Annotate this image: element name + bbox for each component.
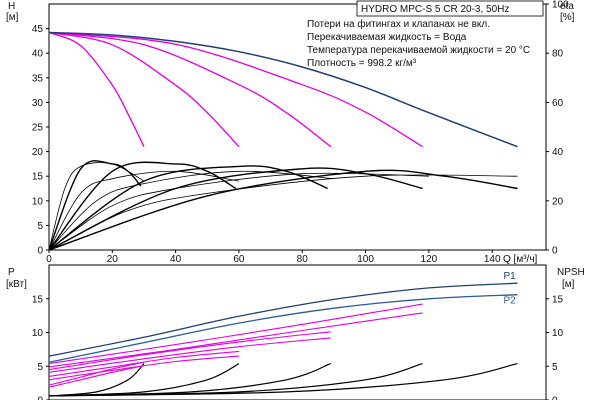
eta-tick-label: 40 <box>552 147 564 158</box>
eta-tick-label: 100 <box>552 0 569 11</box>
npsh-curve <box>48 363 331 397</box>
efficiency-curve <box>48 161 237 251</box>
npsh-tick-label: 10 <box>552 328 564 339</box>
x-tick-label: 40 <box>170 254 182 265</box>
x-tick-label: 140 <box>484 254 501 265</box>
head-tick-label: 45 <box>32 24 44 35</box>
power-curve-reduced <box>48 365 145 388</box>
eta-axis-title: eta <box>560 1 574 12</box>
head-curve-reduced <box>48 31 145 147</box>
series-labels: P1 P2 <box>504 271 517 306</box>
power-axis-unit: [кВт] <box>6 279 27 290</box>
head-axis-unit: [м] <box>6 12 19 23</box>
head-curve-max <box>48 31 518 148</box>
x-tick-label: 100 <box>357 254 374 265</box>
npsh-curve <box>48 363 145 397</box>
head-tick-label: 40 <box>32 49 44 60</box>
head-tick-label: 10 <box>32 196 44 207</box>
power-axis-title: P <box>8 267 15 278</box>
efficiency-curve <box>48 160 142 251</box>
efficiency-curve <box>48 170 239 251</box>
note-density: Плотность = 998.2 кг/м³ <box>307 58 417 69</box>
series-label-p1: P1 <box>504 271 517 282</box>
eta-tick-label: 60 <box>552 98 564 109</box>
note-temperature: Температура перекачиваемой жидкости = 20… <box>307 45 530 56</box>
power-curve-p2 <box>48 294 518 363</box>
power-curve-p1 <box>48 282 518 357</box>
efficiency-curve <box>48 172 429 251</box>
x-tick-label: 60 <box>233 254 245 265</box>
x-tick-label: 20 <box>107 254 119 265</box>
power-curve-reduced <box>48 331 331 371</box>
efficiency-curve <box>48 170 334 251</box>
head-tick-label: 5 <box>37 221 43 232</box>
head-tick-label: 15 <box>32 172 44 183</box>
power-curve-reduced <box>48 337 331 373</box>
head-tick-label: 0 <box>37 246 43 257</box>
eta-tick-label: 20 <box>552 196 564 207</box>
head-axis-title: H <box>8 1 15 12</box>
head-tick-label: 30 <box>32 98 44 109</box>
npsh-tick-label: 0 <box>552 396 558 400</box>
power-curve-reduced <box>48 312 423 368</box>
head-curve-reduced <box>48 31 332 148</box>
head-tick-label: 35 <box>32 73 44 84</box>
efficiency-curve <box>48 165 328 251</box>
head-curve-reduced <box>48 31 240 148</box>
power-tick-label: 5 <box>37 362 43 373</box>
eta-tick-label: 80 <box>552 49 564 60</box>
note-liquid: Перекачиваемая жидкость = Вода <box>307 32 467 43</box>
flow-axis-title: Q [м³/ч] <box>503 254 538 265</box>
npsh-tick-label: 15 <box>552 294 564 305</box>
power-curve-reduced <box>48 355 239 381</box>
x-tick-label: 0 <box>46 254 52 265</box>
head-tick-label: 25 <box>32 123 44 134</box>
efficiency-curve <box>48 162 145 251</box>
npsh-axis-title: NPSH <box>557 267 585 278</box>
power-tick-label: 15 <box>32 294 44 305</box>
x-tick-label: 80 <box>297 254 309 265</box>
series-label-p2: P2 <box>504 296 517 307</box>
note-losses: Потери на фитингах и клапанах не вкл. <box>307 18 490 30</box>
efficiency-curve <box>48 169 518 251</box>
npsh-tick-label: 5 <box>552 362 558 373</box>
eta-tick-label: 0 <box>552 246 558 257</box>
power-tick-label: 10 <box>32 328 44 339</box>
chart-title: HYDRO MPC-S 5 CR 20-3, 50Hz <box>361 4 509 15</box>
axis-ticks: 0 20 40 60 80 100 120 1400510152025303540450204… <box>32 0 569 400</box>
eta-axis-unit: [%] <box>560 12 575 23</box>
curve-lines <box>48 31 518 397</box>
efficiency-curve <box>48 174 518 251</box>
x-tick-label: 120 <box>421 254 438 265</box>
head-curve-reduced <box>48 31 423 148</box>
power-curve-reduced <box>48 350 239 377</box>
head-tick-label: 20 <box>32 147 44 158</box>
npsh-curve <box>48 363 518 397</box>
efficiency-curve <box>48 167 423 251</box>
power-curve-reduced <box>48 303 423 365</box>
power-tick-label: 0 <box>37 396 43 400</box>
npsh-axis-unit: [м] <box>562 279 575 290</box>
title-box <box>356 0 544 17</box>
